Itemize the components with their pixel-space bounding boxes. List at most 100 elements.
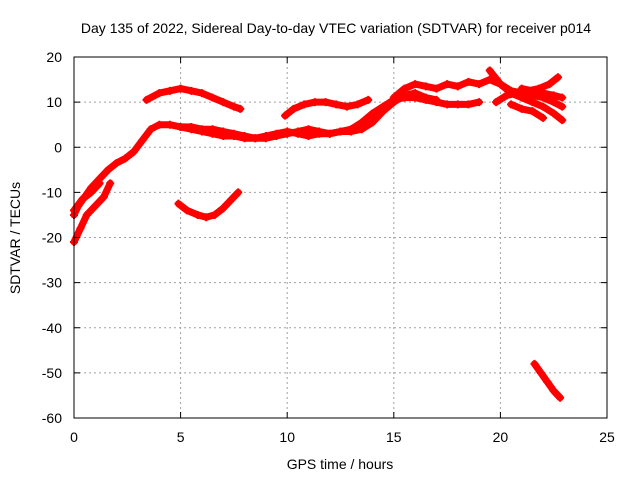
data-point-marker bbox=[432, 84, 441, 93]
y-axis-label: SDTVAR / TECUs bbox=[7, 182, 23, 294]
data-point-marker bbox=[513, 89, 522, 98]
data-point-marker bbox=[165, 86, 174, 95]
x-tick-label: 15 bbox=[386, 429, 402, 445]
data-point-marker bbox=[187, 122, 196, 131]
data-point-marker bbox=[99, 192, 108, 201]
x-tick-label: 10 bbox=[279, 429, 295, 445]
data-point-marker bbox=[496, 80, 505, 89]
data-point-marker bbox=[453, 82, 462, 91]
data-point-marker bbox=[502, 91, 511, 100]
axis-ticks: 0 5 10 15 20 25 -60 -50 -40 -30 -20 -10 0 10 20 bbox=[42, 49, 615, 445]
data-point-marker bbox=[553, 73, 562, 82]
data-point-marker bbox=[240, 131, 249, 140]
data-point-marker bbox=[528, 98, 537, 107]
data-point-marker bbox=[539, 102, 548, 111]
data-point-marker bbox=[556, 393, 565, 402]
series-track-main-a bbox=[70, 93, 484, 219]
data-point-marker bbox=[76, 224, 85, 233]
data-point-marker bbox=[475, 98, 484, 107]
data-point-marker bbox=[517, 104, 526, 113]
data-point-marker bbox=[353, 100, 362, 109]
data-point-marker bbox=[453, 100, 462, 109]
data-point-marker bbox=[219, 204, 228, 213]
data-point-marker bbox=[210, 210, 219, 219]
data-point-marker bbox=[310, 98, 319, 107]
data-point-marker bbox=[536, 368, 545, 377]
series-track-lower-arc bbox=[174, 188, 243, 222]
data-point-marker bbox=[219, 98, 228, 107]
series-track-early-b bbox=[70, 179, 104, 215]
data-point-marker bbox=[112, 159, 121, 168]
data-point-marker bbox=[464, 77, 473, 86]
data-point-marker bbox=[155, 89, 164, 98]
data-point-marker bbox=[272, 131, 281, 140]
data-point-marker bbox=[539, 113, 548, 122]
data-point-marker bbox=[528, 107, 537, 116]
plot-area-series bbox=[70, 66, 567, 402]
data-point-marker bbox=[106, 179, 115, 188]
x-tick-label: 20 bbox=[493, 429, 509, 445]
y-tick-label: -20 bbox=[42, 230, 62, 246]
data-point-marker bbox=[176, 122, 185, 131]
series-track-late-e bbox=[507, 100, 548, 122]
data-point-marker bbox=[129, 147, 138, 156]
chart-title: Day 135 of 2022, Sidereal Day-to-day VTE… bbox=[81, 20, 591, 36]
data-point-marker bbox=[379, 107, 388, 116]
series-track-main-b bbox=[176, 89, 441, 143]
data-point-marker bbox=[421, 93, 430, 102]
data-point-marker bbox=[517, 84, 526, 93]
y-tick-label: -10 bbox=[42, 184, 62, 200]
y-tick-label: -60 bbox=[42, 410, 62, 426]
data-point-marker bbox=[197, 89, 206, 98]
series-track-middle-upper bbox=[281, 95, 373, 120]
series-track-late-d bbox=[517, 84, 567, 102]
data-point-marker bbox=[174, 199, 183, 208]
y-tick-label: -30 bbox=[42, 275, 62, 291]
data-point-marker bbox=[202, 213, 211, 222]
data-point-marker bbox=[78, 195, 87, 204]
data-point-marker bbox=[368, 118, 377, 127]
data-point-marker bbox=[411, 89, 420, 98]
series-line bbox=[486, 67, 566, 124]
data-point-marker bbox=[400, 84, 409, 93]
data-point-marker bbox=[304, 125, 313, 134]
data-point-marker bbox=[165, 120, 174, 129]
series-track-late-drop bbox=[530, 359, 565, 402]
data-point-marker bbox=[281, 111, 290, 120]
y-tick-label: -40 bbox=[42, 320, 62, 336]
data-point-marker bbox=[464, 100, 473, 109]
data-point-marker bbox=[528, 86, 537, 95]
x-tick-label: 0 bbox=[70, 429, 78, 445]
x-tick-label: 5 bbox=[177, 429, 185, 445]
data-point-marker bbox=[357, 125, 366, 134]
data-point-marker bbox=[342, 102, 351, 111]
y-tick-label: 0 bbox=[54, 139, 62, 155]
x-tick-label: 25 bbox=[599, 429, 615, 445]
data-point-marker bbox=[485, 66, 494, 75]
data-point-marker bbox=[182, 206, 191, 215]
data-point-marker bbox=[325, 129, 334, 138]
y-tick-label: 20 bbox=[46, 49, 62, 65]
data-point-marker bbox=[315, 127, 324, 136]
data-point-marker bbox=[293, 127, 302, 136]
data-point-marker bbox=[251, 134, 260, 143]
data-point-marker bbox=[155, 120, 164, 129]
series-line bbox=[70, 179, 114, 246]
y-tick-label: -50 bbox=[42, 365, 62, 381]
data-point-marker bbox=[368, 109, 377, 118]
data-point-marker bbox=[208, 125, 217, 134]
series-line bbox=[143, 85, 244, 113]
data-point-marker bbox=[443, 100, 452, 109]
data-point-marker bbox=[347, 127, 356, 136]
data-point-marker bbox=[138, 136, 147, 145]
data-point-marker bbox=[146, 125, 155, 134]
y-tick-label: 10 bbox=[46, 94, 62, 110]
data-point-marker bbox=[289, 104, 298, 113]
data-point-marker bbox=[261, 134, 270, 143]
data-point-marker bbox=[91, 201, 100, 210]
data-point-marker bbox=[193, 210, 202, 219]
data-point-marker bbox=[208, 93, 217, 102]
series-line bbox=[507, 100, 547, 122]
data-point-marker bbox=[236, 104, 245, 113]
